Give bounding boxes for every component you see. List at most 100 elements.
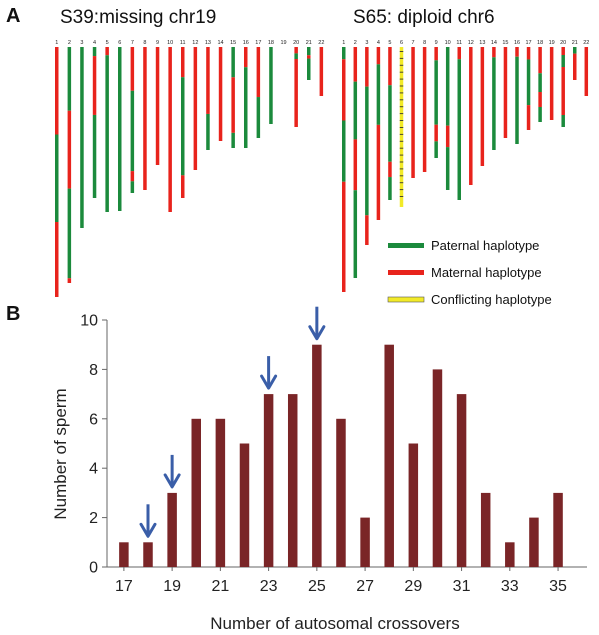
left-chr-label-4: 4 <box>93 40 96 46</box>
right-chr-11-segment-1 <box>457 47 461 60</box>
y-ticks: 0 2 4 6 8 10 <box>80 313 107 577</box>
right-chr-1-segment-1 <box>342 47 346 60</box>
left-chr-4-segment-3 <box>92 114 97 198</box>
left-chr-22-segment-1 <box>319 47 324 96</box>
y-tick-label-6: 6 <box>89 411 98 428</box>
left-chr-5-segment-2 <box>105 55 109 212</box>
panel-a-letter: A <box>6 5 20 27</box>
panel-b-letter: B <box>6 303 20 325</box>
left-chr-1-segment-3 <box>55 222 59 297</box>
right-chr-6-stripe-18 <box>399 168 404 170</box>
right-chr-6-stripe-10 <box>399 113 404 115</box>
right-chr-21-segment-2 <box>573 53 577 80</box>
left-karyogram: 1 2 3 4 5 6 7 8 9 10 11 12 13 14 15 16 17 18 19 20 21 22 <box>55 40 324 297</box>
right-chr-19-segment-1 <box>549 47 554 120</box>
left-chr-label-13: 13 <box>205 40 211 46</box>
y-tick-label-0: 0 <box>89 560 98 577</box>
left-chr-17-segment-1 <box>256 47 261 98</box>
left-chr-label-19: 19 <box>280 40 286 46</box>
x-tick-label-31: 31 <box>453 578 471 595</box>
x-tick-label-21: 21 <box>211 578 229 595</box>
right-chr-2-segment-1 <box>353 47 358 82</box>
y-tick-label-4: 4 <box>89 461 98 478</box>
left-chr-4-segment-1 <box>92 47 97 57</box>
left-chr-16-segment-2 <box>244 67 248 148</box>
left-chr-label-18: 18 <box>268 40 274 46</box>
x-tick-label-29: 29 <box>404 578 422 595</box>
right-chr-6-stripe-8 <box>399 99 404 101</box>
crossover-histogram: 0 2 4 6 8 10 17 19 21 23 25 27 29 31 33 35 Number of a… <box>51 306 587 633</box>
left-chr-9-segment-1 <box>155 47 160 165</box>
right-chr-6-stripe-21 <box>399 189 404 191</box>
bar-35 <box>553 492 563 567</box>
right-chr-6-stripe-6 <box>399 85 404 87</box>
legend-label-conflicting: Conflicting haplotype <box>431 292 552 307</box>
right-chr-label-9: 9 <box>435 40 438 46</box>
right-chr-10-segment-3 <box>445 147 450 190</box>
right-chr-20-segment-3 <box>561 67 565 115</box>
bar-17 <box>119 542 129 567</box>
left-chr-6-segment-1 <box>118 47 122 211</box>
right-chr-label-12: 12 <box>468 40 474 46</box>
right-chr-6-stripe-5 <box>399 78 404 80</box>
right-chr-18-segment-1 <box>538 47 542 74</box>
left-chr-label-8: 8 <box>143 40 146 46</box>
right-chr-13-segment-1 <box>480 47 485 166</box>
left-chr-7-segment-3 <box>130 171 135 182</box>
left-chr-7-segment-4 <box>130 181 135 193</box>
left-chr-11-segment-1 <box>181 47 185 78</box>
bar-19 <box>167 492 177 567</box>
left-chr-7-segment-2 <box>130 90 135 172</box>
right-chr-6-stripe-4 <box>399 71 404 73</box>
left-chr-15-segment-2 <box>231 77 235 133</box>
y-tick-label-10: 10 <box>80 313 98 330</box>
right-chr-label-1: 1 <box>342 40 345 46</box>
right-chr-22-segment-1 <box>584 47 589 96</box>
right-chr-6-stripe-3 <box>399 64 404 66</box>
left-chr-label-16: 16 <box>243 40 249 46</box>
bar-30 <box>432 369 443 567</box>
legend-swatch-conflicting <box>387 296 425 303</box>
bar-22 <box>239 443 250 567</box>
left-chr-label-2: 2 <box>68 40 71 46</box>
x-tick-label-25: 25 <box>308 578 326 595</box>
left-chr-label-17: 17 <box>255 40 261 46</box>
right-chr-label-2: 2 <box>354 40 357 46</box>
right-chr-20-segment-1 <box>561 47 565 55</box>
right-chr-16-segment-1 <box>515 47 519 57</box>
x-tick-label-17: 17 <box>115 578 133 595</box>
left-chr-label-21: 21 <box>306 40 312 46</box>
right-chr-label-5: 5 <box>388 40 391 46</box>
left-chr-5-segment-1 <box>105 47 109 56</box>
right-chr-9-segment-4 <box>434 141 438 158</box>
right-chr-20-segment-2 <box>561 55 565 67</box>
left-chr-2-segment-3 <box>67 188 72 279</box>
right-chr-16-segment-2 <box>515 56 519 145</box>
right-chr-label-17: 17 <box>525 40 531 46</box>
right-chr-label-18: 18 <box>537 40 543 46</box>
left-chr-2-segment-1 <box>67 47 72 111</box>
left-chr-1-segment-2 <box>55 134 59 222</box>
left-chr-14-segment-1 <box>218 47 223 141</box>
left-chr-7-segment-1 <box>130 47 135 91</box>
right-chr-5-segment-2 <box>388 85 392 162</box>
legend-swatch-maternal <box>388 270 424 275</box>
haplotype-legend: Paternal haplotype Maternal haplotype Co… <box>387 238 552 307</box>
right-chr-5-segment-3 <box>388 161 392 178</box>
legend-label-paternal: Paternal haplotype <box>431 238 539 253</box>
right-chr-12-segment-1 <box>469 47 473 185</box>
bars <box>119 344 563 567</box>
bar-27 <box>360 517 370 567</box>
left-chr-16-segment-1 <box>244 47 248 68</box>
right-chr-6-stripe-14 <box>399 140 404 142</box>
left-chr-18-segment-1 <box>269 47 273 124</box>
left-chr-3-segment-1 <box>80 47 84 228</box>
right-chr-6-stripe-19 <box>399 175 404 177</box>
right-chr-1-segment-2 <box>342 59 346 121</box>
left-chr-20-segment-1 <box>294 47 298 54</box>
left-chr-8-segment-1 <box>143 47 147 190</box>
right-chr-4-segment-3 <box>376 124 381 220</box>
right-chr-label-15: 15 <box>502 40 508 46</box>
left-chr-21-segment-3 <box>307 58 311 80</box>
